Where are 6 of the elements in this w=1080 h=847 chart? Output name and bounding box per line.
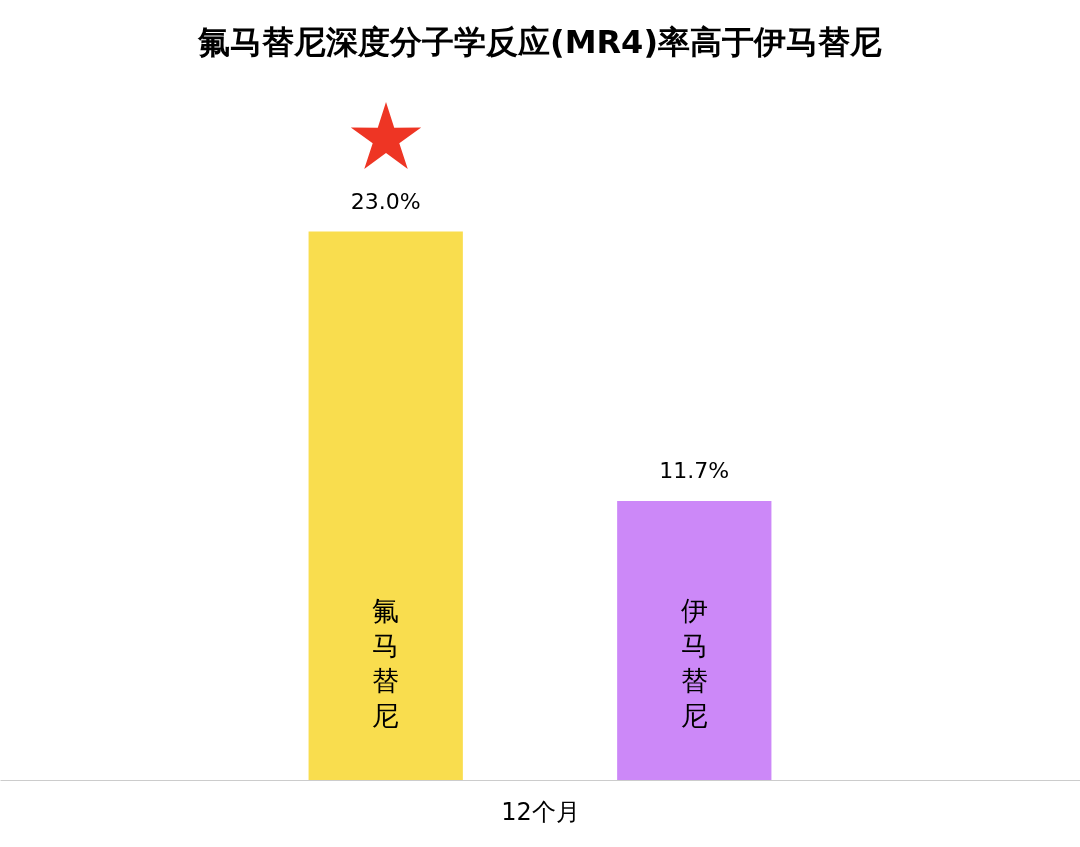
x-axis-title: 12个月	[501, 797, 580, 826]
x-tick-label: 伊马替尼	[680, 595, 708, 731]
data-label: 23.0%	[350, 188, 421, 214]
chart-title: 氟马替尼深度分子学反应(MR4)率高于伊马替尼	[197, 23, 882, 61]
x-tick-label: 氟马替尼	[372, 595, 400, 731]
data-label: 11.7%	[659, 458, 730, 484]
